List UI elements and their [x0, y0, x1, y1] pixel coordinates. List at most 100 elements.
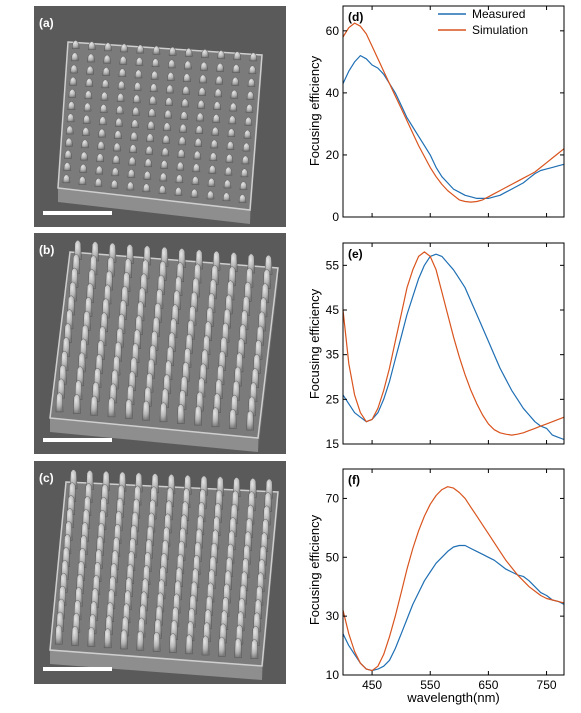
nanopillar — [86, 65, 94, 75]
nanopillar — [210, 139, 219, 149]
nanopillar — [55, 392, 64, 413]
chart-f: 10 30 50 70 450 550 650 750 Focusing efficiency w… — [307, 468, 565, 705]
nanopillar — [120, 43, 128, 53]
nanopillar — [211, 407, 220, 427]
nanopillar — [161, 147, 170, 157]
nanopillar — [62, 174, 71, 184]
nanopillar — [192, 163, 201, 173]
nanopillar — [117, 80, 126, 90]
nanopillar — [136, 630, 145, 651]
x-tick-label: 750 — [537, 678, 557, 692]
panel-label-c: (c) — [39, 471, 54, 485]
nanopillar — [68, 88, 77, 98]
nanopillar — [227, 128, 236, 137]
nanopillar — [118, 68, 127, 77]
y-tick-label: 20 — [326, 148, 340, 162]
nanopillar — [199, 74, 207, 84]
nanopillar — [211, 126, 220, 136]
nanopillar — [229, 408, 237, 429]
nanopillar — [150, 70, 159, 80]
nanopillar — [207, 177, 216, 187]
nanopillar — [177, 149, 186, 158]
nanopillar — [175, 174, 184, 183]
nanopillar — [112, 154, 121, 164]
series-line-simulation — [342, 486, 565, 672]
nanopillar — [229, 102, 238, 112]
nanopillar — [126, 181, 135, 191]
nanopillar — [249, 52, 258, 62]
scale-bar — [43, 438, 112, 442]
nanopillar — [65, 137, 73, 147]
nanopillar — [66, 113, 75, 123]
nanopillar — [197, 99, 205, 109]
chart-e: 15 25 35 45 55 Focusing efficiency (e) — [307, 242, 565, 451]
nanopillar — [113, 142, 121, 152]
nanopillar — [247, 78, 256, 87]
nanopillar — [63, 162, 72, 171]
nanopillar — [145, 145, 154, 155]
nanopillar — [208, 165, 217, 174]
nanopillar — [87, 53, 95, 63]
nanopillar — [184, 47, 193, 57]
panel-label: (e) — [348, 247, 363, 261]
scale-bar — [43, 667, 112, 671]
nanopillar — [158, 185, 167, 194]
nanopillar — [70, 52, 79, 62]
nanopillar — [148, 95, 157, 105]
nanopillar — [82, 127, 90, 136]
nanopillar — [128, 156, 137, 166]
nanopillar — [83, 102, 92, 112]
nanopillar — [232, 64, 241, 73]
nanopillar — [215, 75, 223, 85]
nanopillar — [107, 397, 116, 418]
nanopillar — [225, 153, 234, 163]
nanopillar — [146, 133, 154, 142]
nanopillar — [94, 177, 103, 187]
series-line-simulation — [342, 22, 565, 203]
plot-frame — [342, 5, 565, 218]
nanopillar — [110, 179, 119, 189]
y-tick-label: 15 — [326, 437, 340, 451]
nanopillar — [130, 131, 138, 141]
nanopillar — [98, 116, 107, 126]
nanopillar — [69, 76, 77, 86]
nanopillar — [164, 109, 172, 119]
panel-label-b: (b) — [39, 243, 54, 257]
nanopillar — [103, 54, 111, 64]
nanopillar — [224, 166, 233, 176]
y-tick-label: 10 — [326, 668, 340, 682]
substrate-front-face — [50, 650, 262, 680]
sem-image-c: (c) — [34, 461, 286, 684]
nanopillar — [214, 88, 223, 98]
nanopillar — [243, 129, 252, 139]
nanopillar — [159, 172, 168, 182]
nanopillar — [233, 51, 242, 60]
y-axis-label: Focusing efficiency — [307, 288, 322, 399]
nanopillar — [125, 399, 133, 419]
nanopillar — [190, 188, 199, 198]
nanopillar — [100, 91, 109, 101]
nanopillar — [216, 62, 224, 72]
nanopillar — [212, 113, 221, 123]
plot-frame — [342, 468, 565, 676]
nanopillar — [129, 144, 137, 153]
nanopillar — [135, 57, 144, 66]
series-line-measured — [342, 544, 565, 672]
nanopillar — [174, 186, 183, 196]
nanopillar — [81, 139, 89, 149]
y-tick-label: 45 — [326, 303, 340, 317]
nanopillar — [114, 130, 122, 139]
nanopillar — [115, 117, 123, 127]
nanopillar — [98, 128, 106, 138]
nanopillar — [167, 59, 176, 69]
nanopillar — [103, 628, 112, 648]
nanopillar — [159, 402, 168, 423]
nanopillar — [250, 639, 259, 659]
nanopillar — [201, 49, 209, 58]
nanopillar — [143, 170, 152, 180]
nanopillar — [213, 101, 222, 110]
nanopillar — [169, 633, 177, 653]
nanopillar — [71, 625, 79, 646]
nanopillar — [102, 67, 111, 76]
